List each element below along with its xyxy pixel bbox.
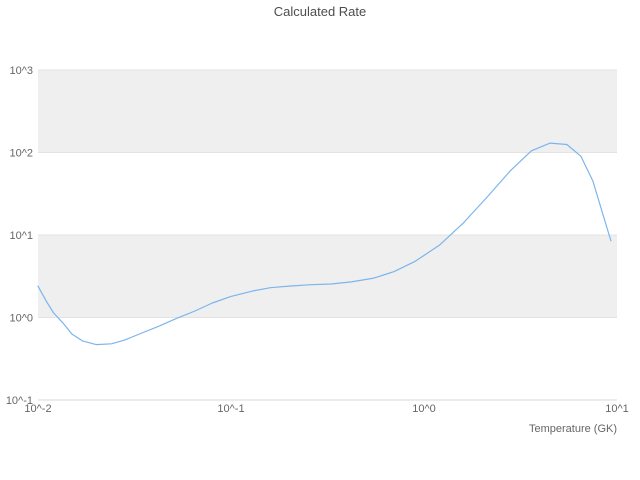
x-tick-label: 10^-1: [217, 403, 244, 415]
plot-band: [38, 70, 617, 153]
chart-title: Calculated Rate: [273, 4, 367, 19]
x-tick-label: 10^0: [412, 403, 436, 415]
y-tick-label: 10^3: [9, 65, 33, 77]
series-line-calculated-rate: [37, 142, 612, 346]
x-axis-title: Temperature (GK): [529, 423, 617, 435]
y-tick-label: 10^1: [9, 230, 33, 242]
y-tick-label: 10^2: [9, 148, 33, 160]
y-tick-label: 10^0: [9, 313, 33, 325]
x-tick-label: 10^-2: [24, 403, 51, 415]
plot-band: [38, 235, 617, 318]
y-tick-label: 10^-1: [6, 395, 33, 407]
x-tick-label: 10^1: [605, 403, 629, 415]
